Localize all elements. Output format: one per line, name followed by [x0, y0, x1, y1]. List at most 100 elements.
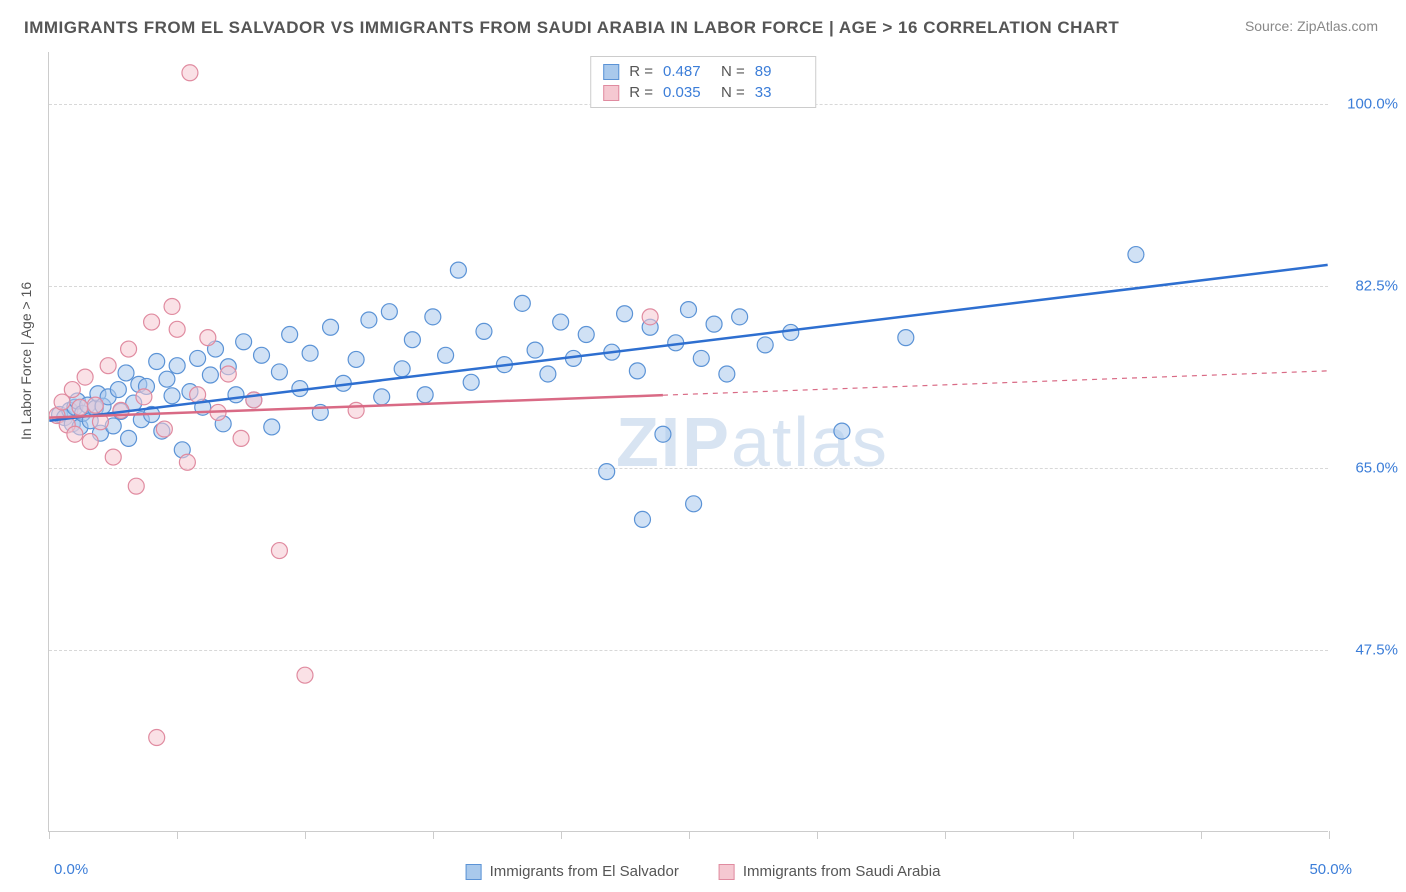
series-legend-item: Immigrants from Saudi Arabia — [719, 863, 941, 880]
scatter-point — [374, 389, 390, 405]
scatter-point — [149, 730, 165, 746]
scatter-point — [282, 327, 298, 343]
scatter-point — [67, 426, 83, 442]
scatter-point — [121, 341, 137, 357]
scatter-point — [271, 543, 287, 559]
scatter-point — [164, 388, 180, 404]
scatter-point — [100, 358, 116, 374]
x-axis-min-label: 0.0% — [54, 861, 88, 878]
scatter-point — [540, 366, 556, 382]
series-legend-item: Immigrants from El Salvador — [466, 863, 679, 880]
scatter-point — [202, 367, 218, 383]
n-label: N = — [721, 63, 745, 80]
scatter-point — [87, 397, 103, 413]
scatter-point — [514, 295, 530, 311]
chart-svg — [49, 52, 1328, 831]
x-tick — [945, 831, 946, 839]
scatter-point — [190, 387, 206, 403]
y-tick-label: 100.0% — [1338, 96, 1398, 113]
scatter-point — [220, 366, 236, 382]
scatter-point — [417, 387, 433, 403]
scatter-point — [302, 345, 318, 361]
correlation-legend: R = 0.487 N = 89 R = 0.035 N = 33 — [590, 56, 816, 108]
scatter-point — [706, 316, 722, 332]
scatter-point — [264, 419, 280, 435]
scatter-point — [236, 334, 252, 350]
scatter-point — [476, 323, 492, 339]
scatter-point — [527, 342, 543, 358]
r-value: 0.487 — [663, 63, 711, 80]
scatter-point — [144, 314, 160, 330]
y-axis-label: In Labor Force | Age > 16 — [18, 282, 34, 440]
x-tick — [1329, 831, 1330, 839]
legend-swatch — [603, 64, 619, 80]
x-tick — [689, 831, 690, 839]
x-tick — [561, 831, 562, 839]
scatter-point — [450, 262, 466, 278]
correlation-legend-row: R = 0.035 N = 33 — [603, 82, 803, 103]
series-legend-label: Immigrants from Saudi Arabia — [743, 863, 941, 880]
x-tick — [49, 831, 50, 839]
scatter-point — [82, 434, 98, 450]
r-label: R = — [629, 63, 653, 80]
y-tick-label: 82.5% — [1338, 278, 1398, 295]
scatter-point — [732, 309, 748, 325]
legend-swatch — [719, 864, 735, 880]
x-tick — [1073, 831, 1074, 839]
scatter-point — [121, 430, 137, 446]
scatter-point — [617, 306, 633, 322]
series-legend: Immigrants from El Salvador Immigrants fr… — [466, 863, 941, 880]
scatter-point — [629, 363, 645, 379]
scatter-point — [463, 374, 479, 390]
scatter-point — [693, 350, 709, 366]
scatter-point — [578, 327, 594, 343]
scatter-point — [323, 319, 339, 335]
scatter-point — [686, 496, 702, 512]
scatter-point — [159, 371, 175, 387]
r-label: R = — [629, 84, 653, 101]
legend-swatch — [603, 85, 619, 101]
source-label: Source: ZipAtlas.com — [1245, 18, 1378, 34]
scatter-point — [228, 387, 244, 403]
scatter-point — [404, 332, 420, 348]
n-value: 89 — [755, 63, 803, 80]
y-tick-label: 47.5% — [1338, 642, 1398, 659]
scatter-point — [634, 511, 650, 527]
scatter-point — [190, 350, 206, 366]
scatter-point — [233, 430, 249, 446]
scatter-point — [297, 667, 313, 683]
r-value: 0.035 — [663, 84, 711, 101]
scatter-point — [681, 302, 697, 318]
scatter-point — [110, 382, 126, 398]
correlation-legend-row: R = 0.487 N = 89 — [603, 61, 803, 82]
scatter-point — [149, 354, 165, 370]
chart-title: IMMIGRANTS FROM EL SALVADOR VS IMMIGRANT… — [24, 18, 1119, 38]
trend-line-dashed — [663, 371, 1328, 395]
y-tick-label: 65.0% — [1338, 460, 1398, 477]
scatter-point — [834, 423, 850, 439]
scatter-point — [128, 478, 144, 494]
scatter-point — [757, 337, 773, 353]
scatter-point — [169, 321, 185, 337]
scatter-point — [118, 365, 134, 381]
scatter-point — [164, 298, 180, 314]
scatter-point — [348, 351, 364, 367]
x-tick — [177, 831, 178, 839]
scatter-point — [136, 389, 152, 405]
n-label: N = — [721, 84, 745, 101]
n-value: 33 — [755, 84, 803, 101]
scatter-point — [254, 347, 270, 363]
scatter-point — [394, 361, 410, 377]
x-tick — [305, 831, 306, 839]
scatter-point — [105, 449, 121, 465]
scatter-point — [783, 324, 799, 340]
scatter-point — [182, 65, 198, 81]
scatter-point — [169, 358, 185, 374]
scatter-point — [381, 304, 397, 320]
plot-area: ZIPatlas 47.5%65.0%82.5%100.0% — [48, 52, 1328, 832]
x-tick — [817, 831, 818, 839]
scatter-point — [72, 399, 88, 415]
x-axis-max-label: 50.0% — [1309, 861, 1352, 878]
x-tick — [433, 831, 434, 839]
scatter-point — [719, 366, 735, 382]
